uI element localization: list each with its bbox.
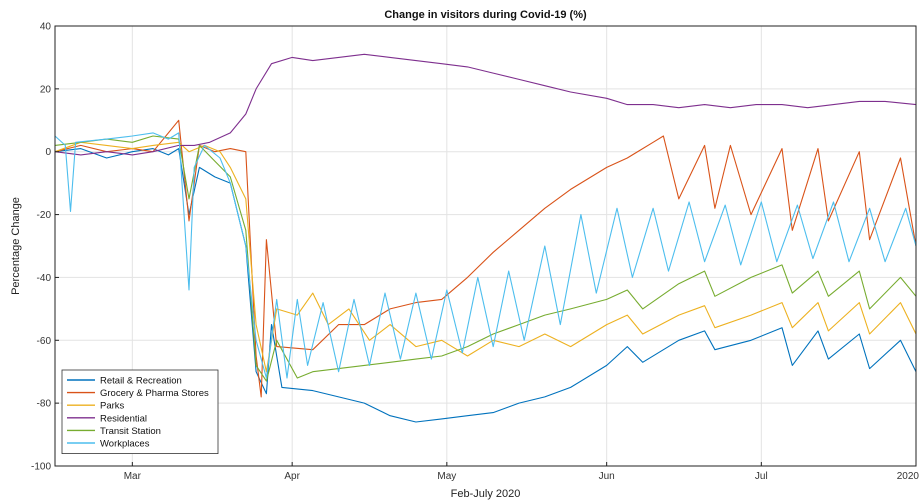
legend-entry: Grocery & Pharma Stores <box>100 388 209 399</box>
x-tick-label: Mar <box>124 471 142 482</box>
legend-entry: Transit Station <box>100 426 161 437</box>
legend-entry: Retail & Recreation <box>100 376 182 387</box>
x-tick-label: 2020 <box>897 471 920 482</box>
series-line <box>54 132 917 379</box>
x-axis-ticks: Mar Apr May Jun Jul 2020 <box>124 462 920 482</box>
plot-frame <box>54 25 917 467</box>
y-tick-label: 40 <box>40 22 52 33</box>
y-axis-ticks: 40 20 0 -20 -40 -60 -80 -100 <box>31 22 59 473</box>
x-tick-label: Jul <box>755 471 768 482</box>
series-line <box>54 53 917 156</box>
series-lines <box>54 53 917 423</box>
y-tick-label: -20 <box>37 210 52 221</box>
y-tick-label: -60 <box>37 336 52 347</box>
chart-title: Change in visitors during Covid-19 (%) <box>384 9 587 21</box>
x-axis-label: Feb-July 2020 <box>451 488 521 500</box>
x-tick-label: Jun <box>599 471 615 482</box>
y-tick-label: -80 <box>37 399 52 410</box>
legend-entry: Workplaces <box>100 439 150 450</box>
legend-box <box>61 369 219 454</box>
legend-entry: Residential <box>100 413 147 424</box>
legend-entry: Parks <box>100 401 125 412</box>
x-tick-label: May <box>437 471 456 482</box>
y-tick-label: -100 <box>31 462 51 473</box>
y-axis-label: Percentage Change <box>10 197 22 295</box>
y-tick-label: 0 <box>45 147 51 158</box>
y-tick-label: 20 <box>40 84 52 95</box>
x-tick-label: Apr <box>284 471 300 482</box>
series-line <box>54 141 917 373</box>
y-tick-label: -40 <box>37 273 52 284</box>
